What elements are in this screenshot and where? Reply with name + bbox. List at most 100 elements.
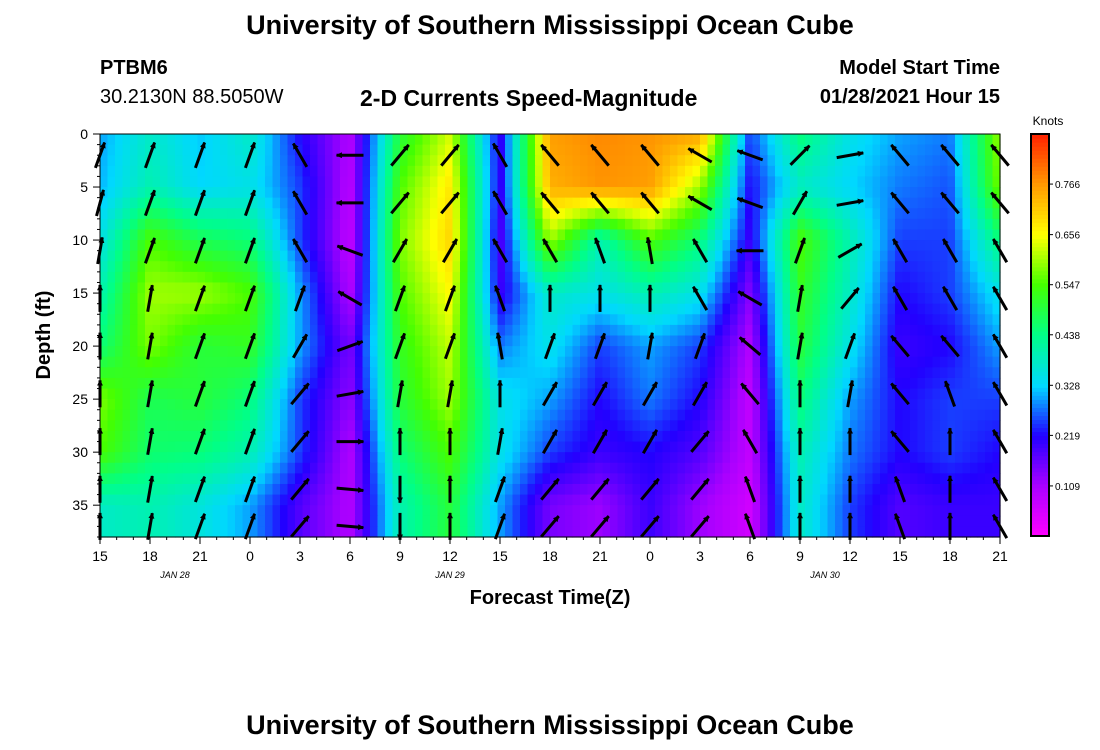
- heatmap-cell: [422, 218, 431, 231]
- heatmap-cell: [940, 430, 949, 443]
- current-vector-arrow: [836, 198, 864, 207]
- heatmap-cell: [212, 271, 221, 284]
- heatmap-cell: [872, 483, 881, 496]
- heatmap-cell: [542, 452, 551, 464]
- heatmap-cell: [932, 314, 941, 326]
- heatmap-cell: [782, 134, 791, 146]
- heatmap-cell: [955, 494, 964, 506]
- heatmap-cell: [325, 430, 334, 443]
- heatmap-cell: [265, 250, 274, 262]
- heatmap-cell: [632, 176, 641, 188]
- heatmap-cell: [955, 176, 964, 188]
- heatmap-cell: [182, 526, 191, 538]
- heatmap-cell: [115, 346, 124, 358]
- heatmap-cell: [100, 293, 109, 305]
- heatmap-cell: [565, 356, 574, 368]
- heatmap-cell: [130, 462, 139, 474]
- heatmap-cell: [332, 314, 341, 326]
- heatmap-cell: [805, 303, 814, 315]
- heatmap-cell: [595, 399, 604, 411]
- heatmap-cell: [737, 505, 746, 517]
- heatmap-cell: [617, 218, 626, 231]
- colorbar-segment: [1031, 150, 1049, 155]
- heatmap-cell: [137, 250, 146, 262]
- heatmap-cell: [595, 356, 604, 368]
- heatmap-cell: [715, 261, 724, 273]
- heatmap-cell: [370, 176, 379, 188]
- colorbar-segment: [1031, 246, 1049, 252]
- heatmap-cell: [670, 165, 679, 178]
- current-vector-arrow: [942, 238, 959, 264]
- heatmap-cell: [827, 293, 836, 305]
- heatmap-cell: [955, 314, 964, 326]
- heatmap-cell: [542, 314, 551, 326]
- heatmap-cell: [175, 377, 184, 390]
- heatmap-cell: [340, 314, 349, 326]
- colorbar-segment: [1031, 355, 1049, 360]
- heatmap-cell: [175, 483, 184, 496]
- colorbar-segment: [1031, 198, 1049, 203]
- heatmap-cell: [145, 229, 154, 241]
- heatmap-cell: [827, 399, 836, 411]
- heatmap-cell: [430, 335, 439, 347]
- heatmap-cell: [280, 303, 289, 315]
- heatmap-cell: [595, 526, 604, 538]
- heatmap-cell: [557, 155, 566, 167]
- heatmap-cell: [955, 261, 964, 273]
- heatmap-cell: [182, 335, 191, 347]
- heatmap-cell: [700, 441, 709, 453]
- heatmap-cell: [962, 165, 971, 178]
- heatmap-cell: [220, 271, 229, 284]
- heatmap-cell: [422, 388, 431, 400]
- heatmap-cell: [520, 420, 529, 432]
- heatmap-cell: [572, 144, 581, 156]
- heatmap-cell: [632, 134, 641, 146]
- heatmap-cell: [595, 134, 604, 146]
- heatmap-cell: [287, 526, 296, 538]
- heatmap-cell: [212, 165, 221, 178]
- heatmap-cell: [317, 165, 326, 178]
- heatmap-cell: [340, 250, 349, 262]
- heatmap-cell: [557, 356, 566, 368]
- heatmap-cell: [977, 526, 986, 538]
- heatmap-cell: [685, 505, 694, 517]
- heatmap-cell: [707, 505, 716, 517]
- heatmap-cell: [670, 483, 679, 496]
- heatmap-cell: [220, 494, 229, 506]
- heatmap-cell: [820, 144, 829, 156]
- heatmap-cell: [557, 261, 566, 273]
- heatmap-cell: [122, 229, 131, 241]
- heatmap-cell: [452, 441, 461, 453]
- current-vector-arrow: [892, 285, 909, 311]
- heatmap-cell: [580, 240, 589, 252]
- heatmap-cell: [242, 282, 251, 294]
- heatmap-cell: [430, 134, 439, 146]
- heatmap-cell: [692, 430, 701, 443]
- heatmap-cell: [647, 176, 656, 188]
- heatmap-cell: [235, 303, 244, 315]
- heatmap-cell: [587, 218, 596, 231]
- heatmap-cell: [175, 187, 184, 199]
- heatmap-cell: [947, 303, 956, 315]
- heatmap-cell: [632, 367, 641, 379]
- heatmap-cell: [287, 144, 296, 156]
- heatmap-cell: [160, 144, 169, 156]
- heatmap-cell: [167, 282, 176, 294]
- heatmap-cell: [175, 367, 184, 379]
- colorbar-segment: [1031, 415, 1049, 421]
- heatmap-cell: [460, 155, 469, 167]
- heatmap-cell: [152, 144, 161, 156]
- heatmap-cell: [475, 452, 484, 464]
- heatmap-cell: [100, 356, 109, 368]
- heatmap-cell: [242, 240, 251, 252]
- heatmap-cell: [925, 399, 934, 411]
- heatmap-cell: [160, 271, 169, 284]
- heatmap-cell: [542, 271, 551, 284]
- heatmap-cell: [542, 483, 551, 496]
- heatmap-cell: [760, 367, 769, 379]
- current-vector-arrow: [890, 334, 910, 358]
- heatmap-cell: [572, 356, 581, 368]
- heatmap-cell: [992, 367, 1001, 379]
- heatmap-cell: [782, 229, 791, 241]
- heatmap-cell: [152, 250, 161, 262]
